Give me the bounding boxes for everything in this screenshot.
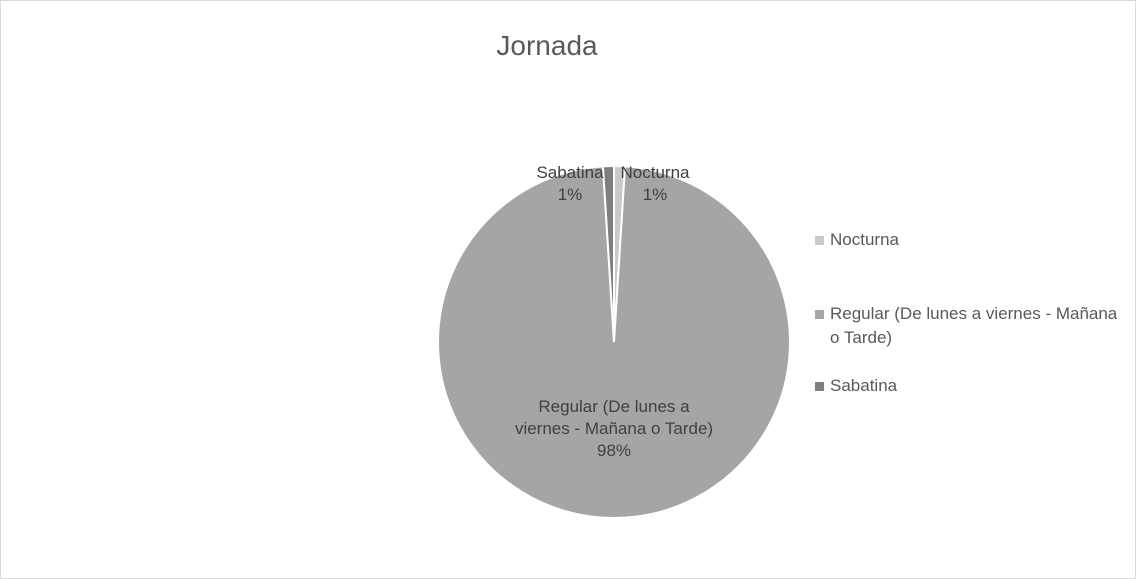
data-label: Sabatina 1% <box>520 162 620 206</box>
pie-slice <box>601 164 615 343</box>
pie-slice <box>437 165 791 519</box>
legend-label: Nocturna <box>830 230 899 249</box>
legend-swatch <box>815 382 824 391</box>
legend-item: Nocturna <box>815 228 1120 252</box>
data-label-value: 98% <box>596 441 632 460</box>
data-label-category: Regular (De lunes a viernes - Mañana o T… <box>514 397 714 438</box>
legend-label: Sabatina <box>830 376 898 395</box>
legend-swatch <box>815 310 824 319</box>
data-label-value: 1% <box>642 185 668 204</box>
chart-title: Jornada <box>496 30 598 61</box>
legend-item: Sabatina <box>815 374 1120 398</box>
data-label-category: Sabatina <box>536 163 604 182</box>
data-label: Regular (De lunes a viernes - Mañana o T… <box>514 396 714 462</box>
data-label-category: Nocturna <box>620 163 690 182</box>
legend-swatch <box>815 236 824 245</box>
data-label: Nocturna 1% <box>600 162 710 206</box>
data-label-value: 1% <box>557 185 583 204</box>
legend-label: Regular (De lunes a viernes - Mañana o T… <box>830 304 1118 347</box>
legend-item: Regular (De lunes a viernes - Mañana o T… <box>815 302 1120 350</box>
